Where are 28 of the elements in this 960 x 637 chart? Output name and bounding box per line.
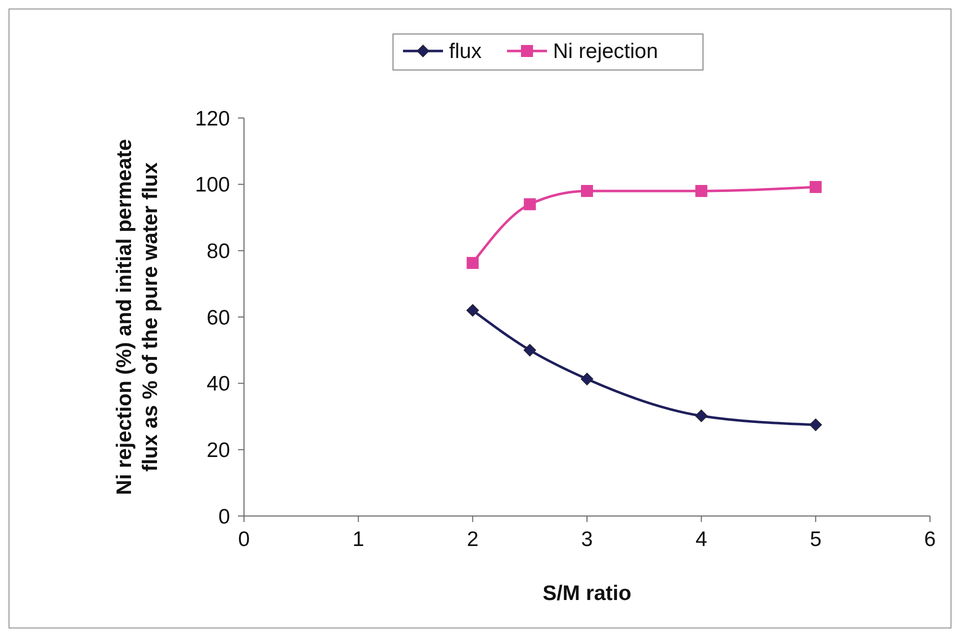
x-tick-label: 2 [466,528,479,551]
y-tick-label: 80 [206,240,230,264]
point [524,344,536,356]
x-tick-label: 1 [352,528,364,551]
y-tick-label: 60 [206,306,230,330]
x-tick-label: 5 [810,528,822,551]
x-tick-label: 3 [581,528,593,551]
x-tick-label: 6 [924,528,936,551]
y-tick-label: 0 [218,505,230,528]
y-tick-label: 100 [194,174,230,197]
point [695,184,708,197]
point [695,410,708,422]
point [524,198,536,210]
point [809,418,822,432]
x-tick-label: 4 [695,528,708,551]
y-axis-title: Ni rejection (%) and initial permeate flux as % of the pure water flux [113,139,162,495]
x-axis-title: S/M ratio [542,582,632,605]
y-tick-label: 120 [194,107,230,130]
point [581,184,593,197]
y-tick-label: 20 [206,439,230,462]
y-tick-label: 40 [206,372,230,396]
point [466,256,479,269]
legend-label: Ni rejection [553,40,658,63]
point [810,180,822,193]
legend-label: flux [449,40,482,63]
point [580,372,594,386]
x-tick-label: 0 [238,528,250,551]
point [466,304,479,317]
